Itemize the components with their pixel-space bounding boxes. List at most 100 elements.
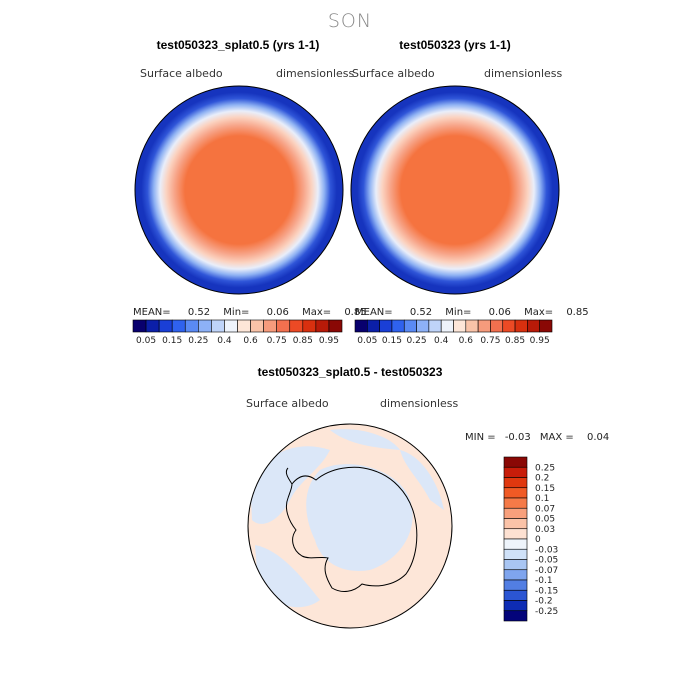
diff-colorbar: 0.250.20.150.10.070.050.030-0.03-0.05-0.… [503,456,558,622]
season-title: SON [327,10,373,32]
panel1-colorbar-swatch [171,319,186,333]
panel2-colorbar-swatch [403,319,417,333]
panel2-max-value: 0.85 [566,307,589,318]
panel1-max-label: Max= [302,307,332,318]
panel1-colorbar-tick-label: 0.15 [162,336,182,346]
diff-min-value: -0.03 [504,432,531,443]
panel1-colorbar-swatch [263,319,277,333]
panel2-colorbar-swatch [527,319,540,333]
diff-panel-title: test050323_splat0.5 - test050323 [257,365,443,379]
panel2-min-value: 0.06 [488,307,511,318]
panel2-colorbar-swatch [465,319,479,333]
diff-colorbar-swatch [503,466,528,478]
diff-max-value: 0.04 [586,432,610,443]
panel2-stats: MEAN= 0.52 Min= 0.06 Max= 0.85 [355,307,589,318]
diff-colorbar-tick-label: 0.03 [535,525,555,535]
panel1-colorbar: 0.05 0.15 0.25 0.4 0.6 0.75 0.85 0.95 [132,319,343,346]
panel2-colorbar-tick-label: 0.95 [530,336,550,346]
diff-colorbar-swatch [503,538,528,550]
diff-colorbar-tick-label: -0.1 [535,576,553,586]
panel1-colorbar-swatch [237,319,251,333]
diff-colorbar-swatch [503,518,528,530]
panel1-colorbar-swatch [276,319,291,333]
panel2-units-label: dimensionless [484,67,563,80]
panel1-colorbar-swatch [198,319,212,333]
diff-colorbar-tick-label: 0.07 [535,504,555,514]
panel2-colorbar-swatch [354,319,368,333]
panel2-colorbar-swatch [391,319,405,333]
panel2-colorbar-tick-label: 0.75 [480,336,500,346]
panel1-colorbar-swatch [315,319,330,333]
panel2-colorbar-swatch [367,319,380,333]
panel2-title: test050323 (yrs 1-1) [399,38,511,52]
panel2-map [350,85,560,295]
diff-colorbar-swatch [503,548,528,560]
diff-colorbar-tick-label: -0.15 [535,586,558,596]
panel1-colorbar-tick-label: 0.4 [217,336,232,346]
panel1-max-value: 0.85 [344,307,367,318]
panel2-colorbar-swatch [490,319,504,333]
diff-colorbar-swatch [503,477,528,489]
diff-colorbar-swatch [503,456,528,468]
diff-units-label: dimensionless [380,397,459,410]
panel1-colorbar-swatch [224,319,238,333]
panel1-colorbar-tick-label: 0.75 [267,336,287,346]
panel2-colorbar-swatch [379,319,393,333]
diff-colorbar-tick-label: 0 [535,535,541,545]
panel2-min-label: Min= [445,307,472,318]
panel2-colorbar-swatch [428,319,442,333]
panel1-mean-label: MEAN= [133,307,171,318]
diff-colorbar-swatch [503,589,528,601]
diff-colorbar-swatch [503,497,528,509]
panel1-colorbar-tick-label: 0.6 [243,336,258,346]
diff-colorbar-swatch [503,600,528,612]
diff-map [247,423,453,629]
panel2-max-label: Max= [524,307,554,318]
panel1-colorbar-swatch [184,319,199,333]
panel1-colorbar-swatch [158,319,173,333]
panel2-mean-value: 0.52 [409,307,433,318]
diff-colorbar-tick-label: -0.07 [535,566,558,576]
diff-colorbar-tick-label: 0.15 [535,484,555,494]
panel2-colorbar-swatch [502,319,516,333]
panel1-colorbar-swatch [211,319,225,333]
diff-colorbar-tick-label: 0.25 [535,463,555,473]
panel1-colorbar-tick-label: 0.85 [293,336,313,346]
diff-variable-label: Surface albedo [246,397,329,410]
panel2-colorbar: 0.05 0.15 0.25 0.4 0.6 0.75 0.85 0.95 [354,319,553,346]
panel1-colorbar-swatch [132,319,147,333]
diff-colorbar-tick-label: -0.25 [535,607,558,617]
diff-colorbar-tick-label: 0.1 [535,494,549,504]
diff-colorbar-swatch [503,487,528,499]
panel1-colorbar-swatch [145,319,160,333]
panel1-mean-value: 0.52 [187,307,211,318]
panel2-mean-label: MEAN= [355,307,393,318]
diff-colorbar-swatch [503,559,528,571]
panel1-stats: MEAN= 0.52 Min= 0.06 Max= 0.85 [133,307,367,318]
diff-stats: MIN = -0.03 MAX = 0.04 [465,432,609,443]
panel1-colorbar-tick-label: 0.95 [319,336,339,346]
panel2-colorbar-swatch [514,319,528,333]
diff-colorbar-swatch [503,507,528,519]
panel2-colorbar-tick-label: 0.4 [434,336,449,346]
panel2-colorbar-tick-label: 0.05 [357,336,377,346]
panel2-colorbar-tick-label: 0.25 [407,336,427,346]
panel1-min-label: Min= [223,307,250,318]
panel1-min-value: 0.06 [266,307,289,318]
panel2-colorbar-tick-label: 0.6 [459,336,474,346]
diff-colorbar-tick-label: 0.05 [535,515,555,525]
diff-colorbar-swatch [503,528,528,540]
panel1-colorbar-tick-label: 0.05 [136,336,156,346]
panel2-colorbar-tick-label: 0.85 [505,336,525,346]
panel1-variable-label: Surface albedo [140,67,223,80]
panel2-colorbar-swatch [416,319,430,333]
diff-colorbar-tick-label: -0.2 [535,597,553,607]
panel1-colorbar-swatch [328,319,343,333]
panel2-colorbar-swatch [539,319,553,333]
diff-colorbar-tick-label: -0.03 [535,545,558,555]
diff-max-label: MAX = [539,432,574,443]
diff-colorbar-swatch [503,569,528,581]
panel1-colorbar-swatch [289,319,304,333]
panel2-variable-label: Surface albedo [352,67,435,80]
